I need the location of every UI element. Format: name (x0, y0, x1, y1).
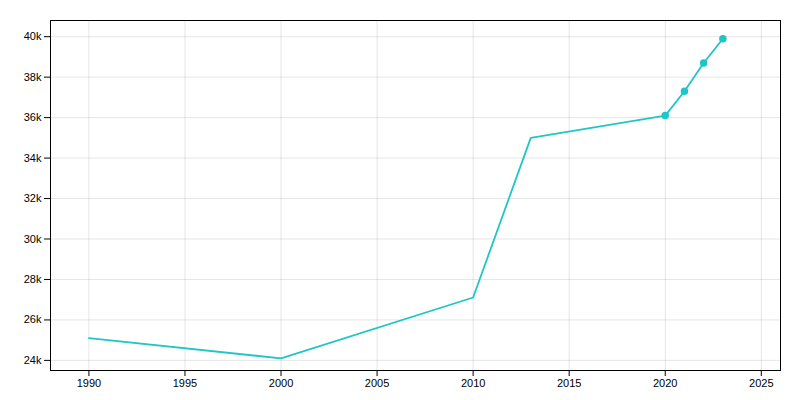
svg-text:36k: 36k (24, 111, 42, 123)
svg-text:34k: 34k (24, 152, 42, 164)
svg-text:2000: 2000 (269, 377, 293, 389)
svg-text:1995: 1995 (173, 377, 197, 389)
svg-text:26k: 26k (24, 313, 42, 325)
svg-text:2015: 2015 (557, 377, 581, 389)
svg-text:28k: 28k (24, 273, 42, 285)
svg-text:40k: 40k (24, 30, 42, 42)
svg-text:2025: 2025 (749, 377, 773, 389)
svg-text:1990: 1990 (77, 377, 101, 389)
svg-text:24k: 24k (24, 354, 42, 366)
svg-text:2010: 2010 (461, 377, 485, 389)
svg-text:2005: 2005 (365, 377, 389, 389)
svg-text:38k: 38k (24, 71, 42, 83)
svg-text:2020: 2020 (653, 377, 677, 389)
svg-text:32k: 32k (24, 192, 42, 204)
svg-text:30k: 30k (24, 233, 42, 245)
